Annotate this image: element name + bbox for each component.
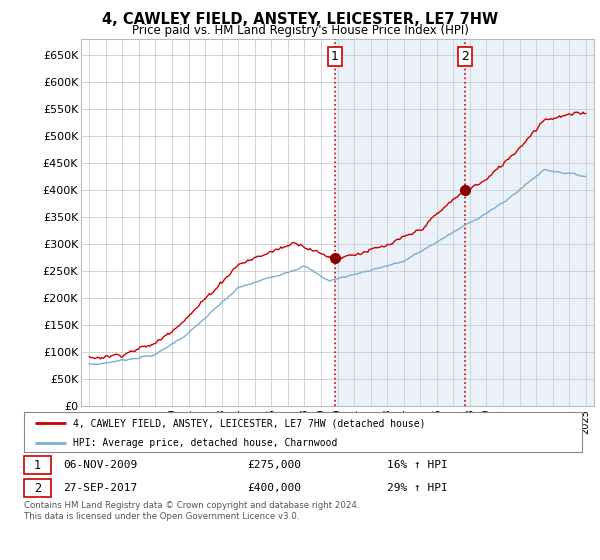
Bar (335, 39, 594, 406)
Text: Price paid vs. HM Land Registry's House Price Index (HPI): Price paid vs. HM Land Registry's House … (131, 24, 469, 36)
Text: 1: 1 (331, 50, 339, 63)
Text: 4, CAWLEY FIELD, ANSTEY, LEICESTER, LE7 7HW (detached house): 4, CAWLEY FIELD, ANSTEY, LEICESTER, LE7 … (73, 418, 425, 428)
Text: £400,000: £400,000 (247, 483, 301, 493)
Bar (24, 479, 51, 497)
Text: 16% ↑ HPI: 16% ↑ HPI (387, 460, 448, 470)
Text: 4, CAWLEY FIELD, ANSTEY, LEICESTER, LE7 7HW: 4, CAWLEY FIELD, ANSTEY, LEICESTER, LE7 … (102, 12, 498, 27)
Text: 06-NOV-2009: 06-NOV-2009 (63, 460, 137, 470)
Text: Contains HM Land Registry data © Crown copyright and database right 2024.
This d: Contains HM Land Registry data © Crown c… (24, 501, 359, 521)
Text: HPI: Average price, detached house, Charnwood: HPI: Average price, detached house, Char… (73, 438, 337, 448)
Text: 2: 2 (34, 482, 41, 495)
Bar (24, 456, 51, 474)
Text: 1: 1 (34, 459, 41, 472)
Text: 29% ↑ HPI: 29% ↑ HPI (387, 483, 448, 493)
Text: 2: 2 (461, 50, 469, 63)
Text: 27-SEP-2017: 27-SEP-2017 (63, 483, 137, 493)
Text: £275,000: £275,000 (247, 460, 301, 470)
